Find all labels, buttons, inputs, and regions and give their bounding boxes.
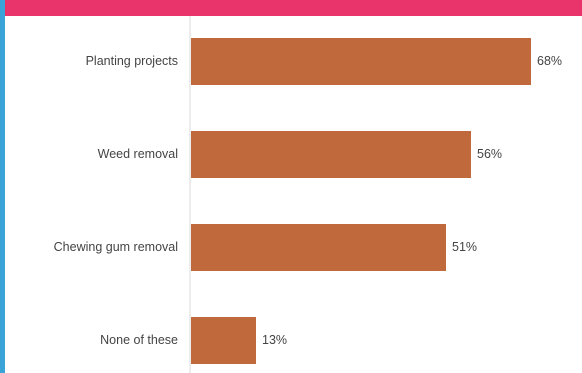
- top-accent-bar: [0, 0, 582, 16]
- bar-planting-projects: [191, 38, 531, 85]
- category-label-planting-projects: Planting projects: [86, 54, 178, 68]
- value-label-chewing-gum-removal: 51%: [452, 240, 477, 254]
- left-accent-bar: [0, 0, 5, 373]
- category-label-chewing-gum-removal: Chewing gum removal: [54, 240, 178, 254]
- value-label-planting-projects: 68%: [537, 54, 562, 68]
- value-label-none-of-these: 13%: [262, 333, 287, 347]
- value-label-weed-removal: 56%: [477, 147, 502, 161]
- bar-weed-removal: [191, 131, 471, 178]
- category-label-none-of-these: None of these: [100, 333, 178, 347]
- bar-chewing-gum-removal: [191, 224, 446, 271]
- bar-none-of-these: [191, 317, 256, 364]
- bars-group: Planting projects 68% Weed removal 56% Chewi…: [54, 38, 562, 364]
- category-label-weed-removal: Weed removal: [98, 147, 178, 161]
